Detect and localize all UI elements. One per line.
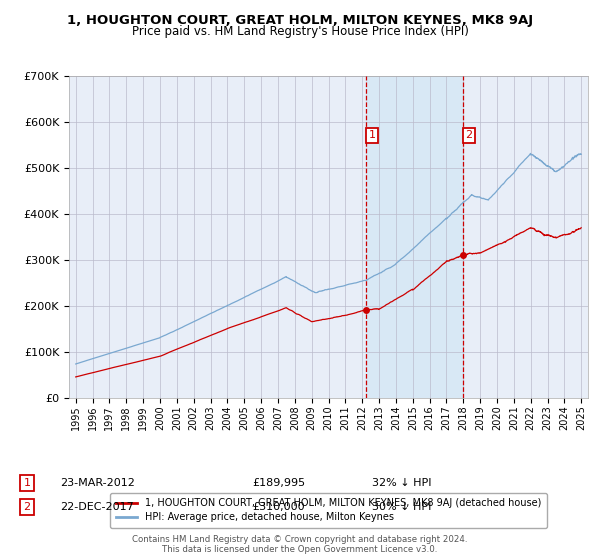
Bar bbox=[366, 76, 463, 398]
Text: 2: 2 bbox=[23, 502, 31, 512]
Text: 32% ↓ HPI: 32% ↓ HPI bbox=[372, 478, 431, 488]
Text: 30% ↓ HPI: 30% ↓ HPI bbox=[372, 502, 431, 512]
Text: 1: 1 bbox=[23, 478, 31, 488]
Text: £310,000: £310,000 bbox=[252, 502, 305, 512]
Text: 1, HOUGHTON COURT, GREAT HOLM, MILTON KEYNES, MK8 9AJ: 1, HOUGHTON COURT, GREAT HOLM, MILTON KE… bbox=[67, 14, 533, 27]
Text: 23-MAR-2012: 23-MAR-2012 bbox=[60, 478, 135, 488]
Text: Price paid vs. HM Land Registry's House Price Index (HPI): Price paid vs. HM Land Registry's House … bbox=[131, 25, 469, 38]
Text: £189,995: £189,995 bbox=[252, 478, 305, 488]
Text: 22-DEC-2017: 22-DEC-2017 bbox=[60, 502, 134, 512]
Text: Contains HM Land Registry data © Crown copyright and database right 2024.
This d: Contains HM Land Registry data © Crown c… bbox=[132, 535, 468, 554]
Legend: 1, HOUGHTON COURT, GREAT HOLM, MILTON KEYNES, MK8 9AJ (detached house), HPI: Ave: 1, HOUGHTON COURT, GREAT HOLM, MILTON KE… bbox=[110, 493, 547, 528]
Text: 1: 1 bbox=[368, 130, 376, 141]
Text: 2: 2 bbox=[466, 130, 472, 141]
